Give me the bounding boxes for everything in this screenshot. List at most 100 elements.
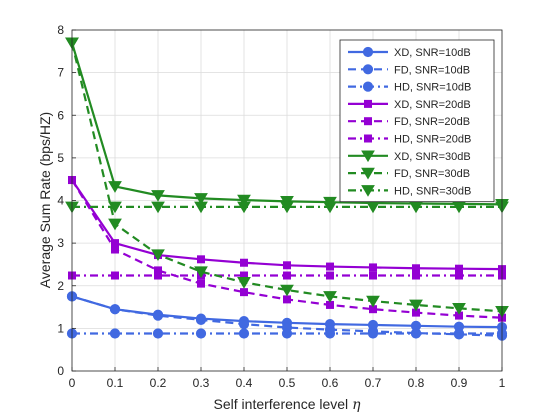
data-point (324, 328, 336, 339)
data-point (194, 193, 208, 205)
data-point (281, 328, 293, 339)
series-line (70, 42, 503, 313)
legend-label: XD, SNR=30dB (394, 151, 471, 163)
data-point (240, 288, 248, 297)
y-tick-label: 7 (57, 66, 64, 80)
axes: 0 0.1 0.2 0.3 0.4 0.5 0.6 0.7 0.8 0.9 1 0 1 2 3 4 5 6 7 8 (57, 23, 505, 390)
y-tick-label: 2 (57, 279, 64, 293)
y-tick-label: 5 (57, 151, 64, 165)
x-tick-label: 0.8 (408, 376, 425, 390)
x-tick-label: 0.4 (236, 376, 253, 390)
y-tick-label: 1 (57, 321, 64, 335)
data-point (323, 201, 337, 214)
data-point (323, 291, 337, 303)
data-point (326, 271, 334, 280)
legend-marker (362, 64, 374, 75)
legend-label: FD, SNR=30dB (394, 168, 470, 180)
data-point (151, 201, 165, 214)
data-point (452, 303, 466, 315)
legend-label: XD, SNR=10dB (394, 47, 471, 59)
series-8 (65, 37, 509, 318)
data-point (412, 271, 420, 280)
data-point (455, 264, 463, 273)
legend-marker (364, 134, 372, 143)
legend-entry: HD, SNR=10dB (348, 81, 471, 94)
y-tick-label: 8 (57, 23, 64, 37)
data-point (108, 218, 122, 231)
data-point (151, 249, 165, 262)
data-point (237, 277, 251, 289)
data-point (195, 328, 207, 339)
legend-marker (361, 185, 375, 197)
data-point (238, 328, 250, 339)
data-point (283, 261, 291, 270)
data-point (194, 201, 208, 214)
data-point (197, 255, 205, 264)
data-point (237, 201, 251, 214)
legend-label: HD, SNR=10dB (394, 82, 471, 94)
legend-entry: XD, SNR=20dB (348, 99, 471, 111)
data-point (240, 258, 248, 267)
legend-label: HD, SNR=30dB (394, 185, 471, 197)
legend-entry: XD, SNR=30dB (348, 150, 471, 163)
x-tick-label: 0.6 (322, 376, 339, 390)
x-tick-label: 0.9 (451, 376, 468, 390)
x-axis-label: Self interference level η (214, 396, 362, 413)
data-point (366, 295, 380, 308)
data-point (410, 328, 422, 339)
x-tick-label: 0.1 (107, 376, 124, 390)
y-tick-label: 0 (57, 364, 64, 378)
data-point (409, 299, 423, 312)
data-point (367, 328, 379, 339)
legend-label: HD, SNR=20dB (394, 134, 471, 146)
y-tick-label: 6 (57, 108, 64, 122)
data-point (283, 271, 291, 280)
data-point (108, 201, 122, 214)
x-tick-label: 0.2 (150, 376, 167, 390)
data-point (111, 271, 119, 280)
data-point (238, 319, 250, 330)
legend-label: FD, SNR=10dB (394, 64, 470, 76)
legend-entry: HD, SNR=20dB (348, 134, 471, 146)
data-point (151, 190, 165, 202)
data-point (152, 310, 164, 321)
data-point (412, 264, 420, 273)
data-point (108, 181, 122, 193)
x-tick-label: 0.5 (279, 376, 296, 390)
legend-entry: FD, SNR=30dB (348, 167, 470, 180)
data-point (283, 295, 291, 304)
data-point (109, 328, 121, 339)
x-axis-label-symbol: η (352, 397, 361, 413)
data-point (194, 266, 208, 279)
legend-marker (362, 81, 374, 92)
legend-entry: FD, SNR=20dB (348, 116, 470, 128)
legend-label: FD, SNR=20dB (394, 116, 470, 128)
legend: XD, SNR=10dB FD, SNR=10dB HD, SNR=10dB XD, … (339, 39, 495, 203)
data-point (280, 201, 294, 214)
legend-label: XD, SNR=20dB (394, 99, 471, 111)
data-point (237, 194, 251, 207)
data-point (152, 328, 164, 339)
data-point (280, 284, 294, 297)
x-tick-label: 1 (499, 376, 506, 390)
x-tick-label: 0.3 (193, 376, 210, 390)
data-point (369, 271, 377, 280)
data-point (109, 304, 121, 315)
y-tick-label: 4 (57, 194, 64, 208)
legend-marker (361, 167, 375, 180)
x-tick-label: 0.7 (365, 376, 382, 390)
y-axis-label: Average Sum Rate (bps/HZ) (37, 112, 53, 288)
data-point (326, 262, 334, 271)
data-point (195, 314, 207, 325)
legend-entry: FD, SNR=10dB (348, 64, 470, 76)
legend-marker (362, 46, 374, 58)
data-point (455, 271, 463, 280)
data-point (154, 271, 162, 280)
data-point (197, 279, 205, 288)
legend-marker (364, 117, 372, 126)
series-9 (65, 201, 509, 214)
x-tick-label: 0 (69, 376, 76, 390)
legend-entry: XD, SNR=10dB (348, 46, 471, 59)
legend-marker (361, 150, 375, 163)
